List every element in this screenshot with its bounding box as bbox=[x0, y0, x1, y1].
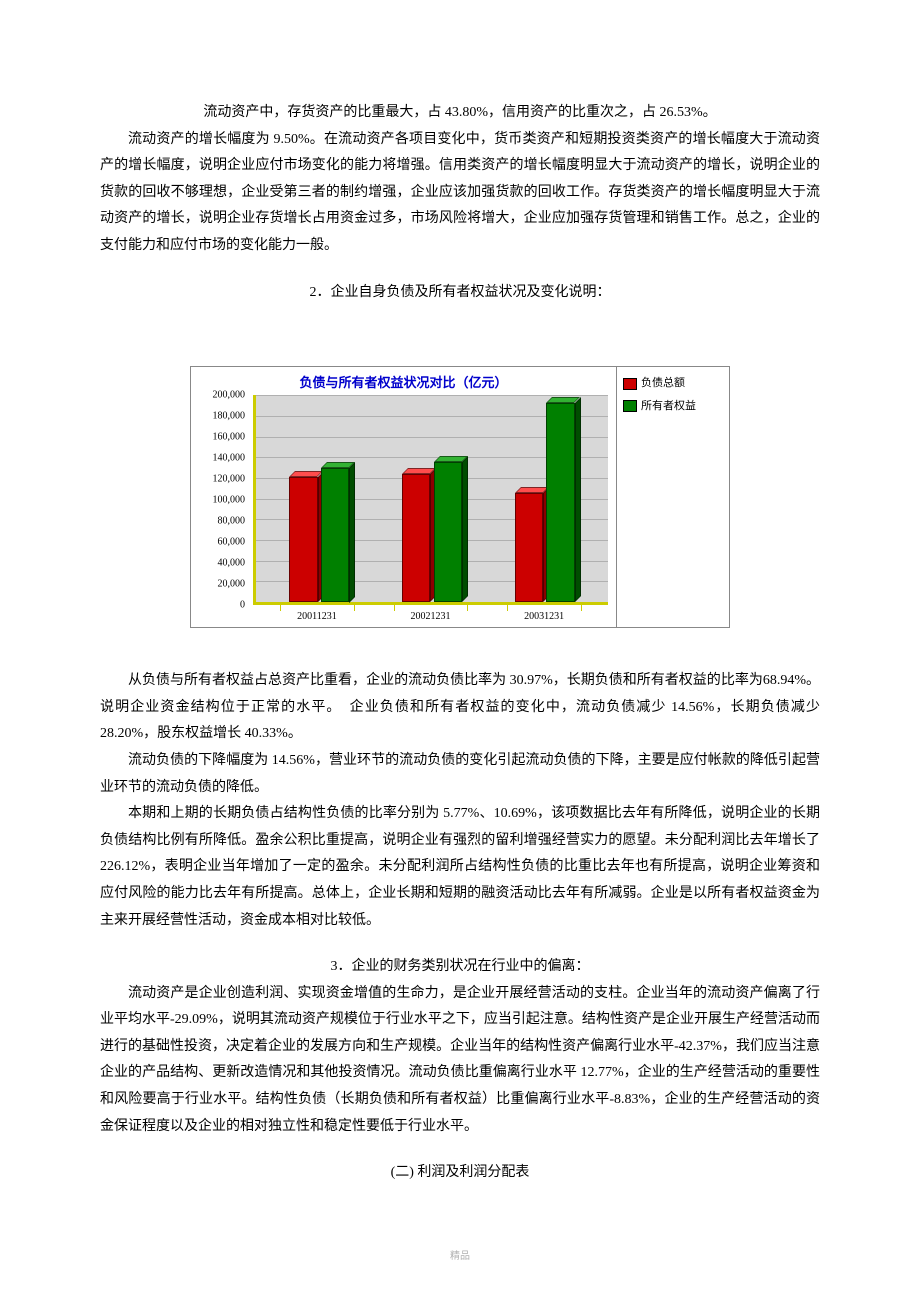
chart-legend: 负债总额 所有者权益 bbox=[616, 367, 729, 627]
chart-bar bbox=[515, 493, 543, 602]
chart-bar bbox=[434, 462, 462, 602]
chart-title: 负债与所有者权益状况对比（亿元） bbox=[191, 367, 616, 396]
paragraph-curr-liab: 流动负债的下降幅度为 14.56%，营业环节的流动负债的变化引起流动负债的下降，… bbox=[100, 748, 820, 801]
legend-item: 负债总额 bbox=[623, 373, 723, 394]
paragraph-industry-dev: 流动资产是企业创造利润、实现资金增值的生命力，是企业开展经营活动的支柱。企业当年… bbox=[100, 981, 820, 1141]
legend-label: 所有者权益 bbox=[641, 396, 696, 417]
heading-industry-dev: 3．企业的财务类别状况在行业中的偏离： bbox=[100, 954, 820, 981]
chart-bar bbox=[546, 403, 574, 602]
chart-bar bbox=[289, 477, 317, 602]
legend-item: 所有者权益 bbox=[623, 396, 723, 417]
paragraph-asset-growth: 流动资产的增长幅度为 9.50%。在流动资产各项目变化中，货币类资产和短期投资类… bbox=[100, 127, 820, 260]
chart-y-labels: 020,00040,00060,00080,000100,000120,0001… bbox=[191, 395, 249, 605]
paragraph-long-liab: 本期和上期的长期负债占结构性负债的比率分别为 5.77%、10.69%，该项数据… bbox=[100, 801, 820, 934]
chart-bar bbox=[321, 468, 349, 603]
paragraph-liab-ratio: 从负债与所有者权益占总资产比重看，企业的流动负债比率为 30.97%，长期负债和… bbox=[100, 668, 820, 748]
chart-bar bbox=[402, 474, 430, 602]
heading-profit-table: (二) 利润及利润分配表 bbox=[100, 1160, 820, 1187]
chart-liab-equity: 负债与所有者权益状况对比（亿元） 020,00040,00060,00080,0… bbox=[190, 366, 730, 628]
paragraph-asset-intro: 流动资产中，存货资产的比重最大，占 43.80%，信用资产的比重次之，占 26.… bbox=[100, 100, 820, 127]
legend-label: 负债总额 bbox=[641, 373, 685, 394]
page-footer: 精品 bbox=[100, 1247, 820, 1266]
chart-plot-area bbox=[253, 395, 608, 605]
heading-liab-equity: 2．企业自身负债及所有者权益状况及变化说明： bbox=[100, 280, 820, 307]
chart-x-labels: 200112312002123120031231 bbox=[253, 607, 608, 625]
